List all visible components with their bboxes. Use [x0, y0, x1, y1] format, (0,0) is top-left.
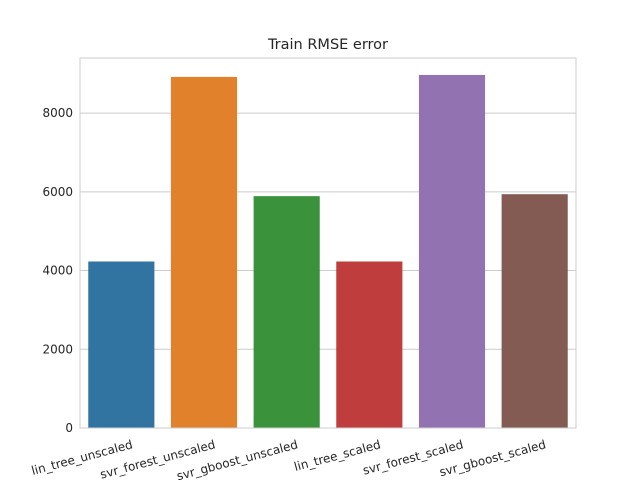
chart-title: Train RMSE error: [267, 37, 388, 53]
y-tick-label: 4000: [42, 264, 73, 278]
plot-frame: [79, 57, 577, 429]
bar-svr-forest-unscaled: [170, 76, 238, 428]
bar-svr-gboost-unscaled: [253, 196, 320, 428]
y-tick-label: 2000: [42, 342, 73, 356]
bars: [88, 74, 568, 428]
bar-svr-forest-scaled: [418, 74, 486, 428]
x-axis-ticks: lin_tree_unscaledsvr_forest_unscaledsvr_…: [30, 437, 548, 480]
bar-lin-tree-unscaled: [88, 261, 155, 428]
bar-svr-gboost-scaled: [501, 194, 568, 428]
y-tick-label: 6000: [42, 185, 73, 199]
y-tick-label: 8000: [42, 106, 73, 120]
y-tick-label: 0: [65, 421, 73, 435]
bar-lin-tree-scaled: [336, 261, 403, 428]
y-axis-ticks: 0 2000 4000 6000 8000: [42, 106, 73, 435]
